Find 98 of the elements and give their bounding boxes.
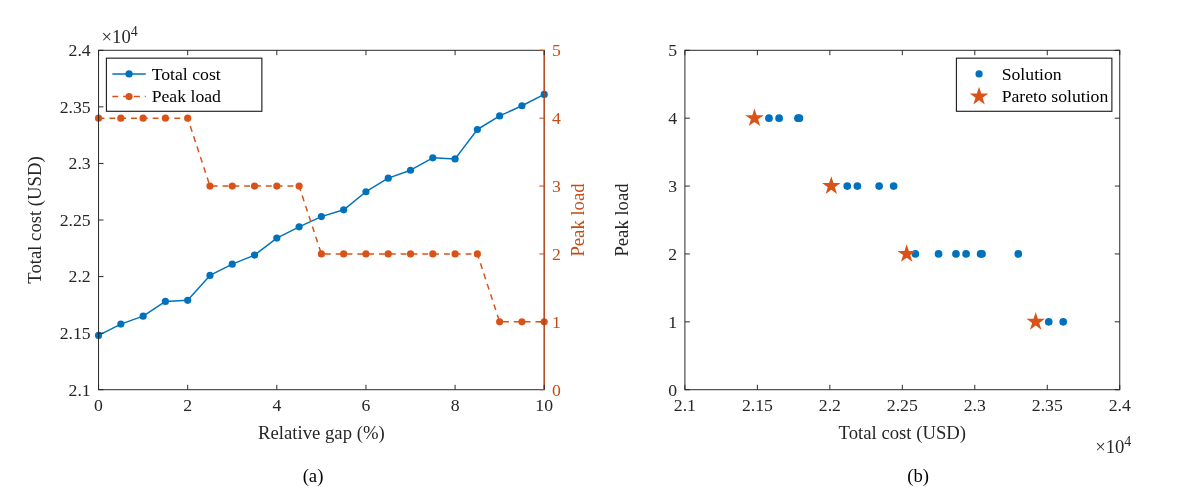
point — [889, 182, 898, 190]
x-tick-label: 2.35 — [1031, 395, 1063, 416]
point — [406, 250, 415, 258]
y-tick-label: 2.3 — [68, 153, 91, 174]
y2-tick-label: 2 — [552, 243, 561, 264]
text: (b) — [907, 465, 929, 488]
x-tick-label: 6 — [361, 395, 371, 416]
point — [1044, 318, 1053, 326]
y-tick-label: 2 — [668, 243, 678, 264]
point — [451, 250, 459, 258]
point — [962, 250, 970, 258]
point — [1059, 318, 1068, 326]
x-tick-label: 2.3 — [963, 395, 987, 416]
point — [451, 155, 459, 163]
point — [184, 296, 192, 304]
y2-tick-label: 0 — [552, 379, 562, 400]
point — [745, 108, 764, 127]
y-tick-label: 5 — [668, 40, 678, 61]
point — [843, 182, 852, 190]
point — [496, 318, 504, 326]
legend-label: Pareto solution — [1001, 86, 1109, 107]
point — [406, 166, 415, 174]
x-tick-label: 2.25 — [886, 395, 918, 416]
y-tick-label: 2.4 — [68, 40, 91, 61]
x-tick-label: 0 — [94, 395, 104, 416]
point — [875, 182, 883, 190]
point — [184, 114, 192, 122]
point — [853, 182, 862, 190]
point — [117, 114, 125, 122]
y-tick-label: 2.15 — [59, 323, 91, 344]
y-tick-label: 4 — [668, 108, 678, 129]
point — [934, 250, 943, 258]
x-axis-title: Total cost (USD) — [838, 421, 967, 444]
point — [206, 271, 214, 280]
point — [228, 260, 236, 268]
point — [340, 250, 348, 258]
point — [117, 320, 125, 328]
y-axis-title: Peak load — [610, 182, 632, 257]
point — [496, 112, 504, 120]
y-tick-label: 0 — [668, 379, 678, 400]
y2-axis-title: Peak load — [566, 182, 588, 257]
point — [250, 251, 259, 259]
point — [317, 250, 325, 258]
point — [362, 188, 370, 196]
point — [429, 154, 437, 162]
point — [139, 114, 147, 122]
x-tick-label: 4 — [272, 395, 282, 416]
y-tick-label: 2.35 — [59, 96, 91, 117]
y-tick-label: 1 — [668, 311, 678, 332]
y2-tick-label: 3 — [552, 175, 562, 196]
point — [384, 174, 392, 182]
point — [250, 182, 259, 190]
point — [473, 250, 481, 258]
point — [161, 297, 169, 306]
point — [273, 182, 281, 190]
point — [518, 318, 526, 326]
x-axis-title: Relative gap (%) — [258, 421, 385, 444]
point — [1014, 250, 1023, 258]
point — [295, 182, 303, 190]
y2-tick-label: 1 — [552, 311, 561, 332]
x-tick-label: 8 — [450, 395, 460, 416]
text: (a) — [302, 465, 324, 488]
y-tick-label: 2.1 — [68, 379, 91, 400]
text: ×10$^{4}$ — [101, 23, 138, 48]
x-tick-label: 2.4 — [1108, 395, 1131, 416]
point — [228, 182, 236, 190]
point — [518, 102, 526, 110]
point — [340, 206, 348, 214]
point — [161, 114, 169, 122]
y-tick-label: 3 — [668, 175, 678, 196]
legend-label: Solution — [1001, 63, 1062, 84]
y-axis-title: Total cost (USD) — [24, 156, 47, 284]
point — [295, 223, 303, 231]
point — [429, 250, 437, 258]
point — [775, 114, 783, 123]
point — [765, 114, 773, 123]
point — [139, 312, 147, 320]
y2-tick-label: 5 — [552, 40, 562, 61]
point — [384, 250, 392, 258]
y2-tick-label: 4 — [552, 108, 562, 129]
text: ×10$^{4}$ — [1095, 433, 1132, 457]
point — [317, 213, 325, 221]
point — [273, 234, 281, 242]
x-tick-label: 2 — [183, 395, 193, 416]
x-tick-label: 2.2 — [818, 395, 841, 416]
point — [952, 250, 960, 258]
y-tick-label: 2.25 — [59, 209, 91, 230]
x-tick-label: 10 — [535, 395, 554, 416]
point — [822, 176, 841, 194]
x-tick-label: 2.15 — [741, 395, 774, 416]
y-tick-label: 2.2 — [68, 266, 91, 287]
point — [473, 125, 481, 134]
point — [897, 244, 916, 262]
legend-label: Peak load — [151, 86, 222, 107]
legend-label: Total cost — [151, 63, 221, 84]
point — [362, 250, 370, 258]
point — [1026, 312, 1045, 330]
point — [206, 182, 214, 190]
